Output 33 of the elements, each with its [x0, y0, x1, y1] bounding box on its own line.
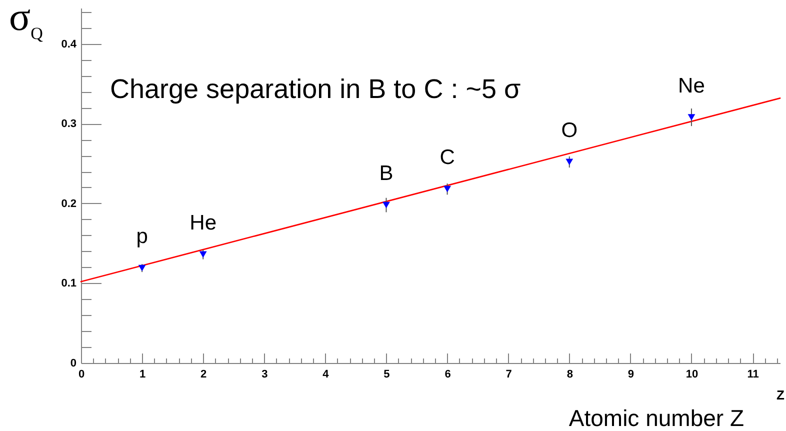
point	[199, 251, 207, 258]
annotation: He	[190, 212, 217, 235]
x-tick-label: 0	[78, 368, 85, 380]
x-tick-label: 7	[506, 368, 512, 380]
x-tick-label: 11	[747, 368, 759, 380]
point	[444, 186, 451, 192]
point	[688, 114, 696, 121]
x-tick-label: 4	[322, 368, 330, 380]
annotation: O	[561, 118, 578, 142]
annotation: Charge separation in B to C : ~5 σ	[110, 74, 521, 104]
x-tick-label: 5	[384, 368, 390, 380]
y-tick-label: 0.4	[61, 38, 78, 50]
x-tick-label: 9	[628, 368, 634, 380]
point	[138, 264, 146, 272]
y-tick-label: 0.3	[61, 118, 76, 130]
x-tick-label: 8	[566, 368, 573, 380]
x-axis-title: Z	[776, 388, 785, 402]
annotation: Ne	[678, 74, 705, 98]
annotation: B	[379, 162, 394, 186]
x-tick-label: 2	[200, 368, 207, 380]
text: Atomic number Z	[568, 405, 744, 431]
annotation: p	[136, 225, 148, 248]
y-tick-label: 0.2	[61, 198, 76, 210]
x-tick-label: 10	[686, 368, 698, 380]
x-tick-label: 1	[139, 368, 146, 380]
y-tick-label: 0	[70, 358, 76, 370]
y-tick-label: 0.1	[61, 278, 76, 290]
annotation: C	[440, 146, 455, 170]
x-tick-label: 3	[262, 368, 268, 380]
point	[382, 202, 390, 208]
point	[566, 158, 574, 166]
y-axis-title: σ$_{Q}$	[9, 0, 43, 43]
x-tick-label: 6	[444, 368, 451, 380]
